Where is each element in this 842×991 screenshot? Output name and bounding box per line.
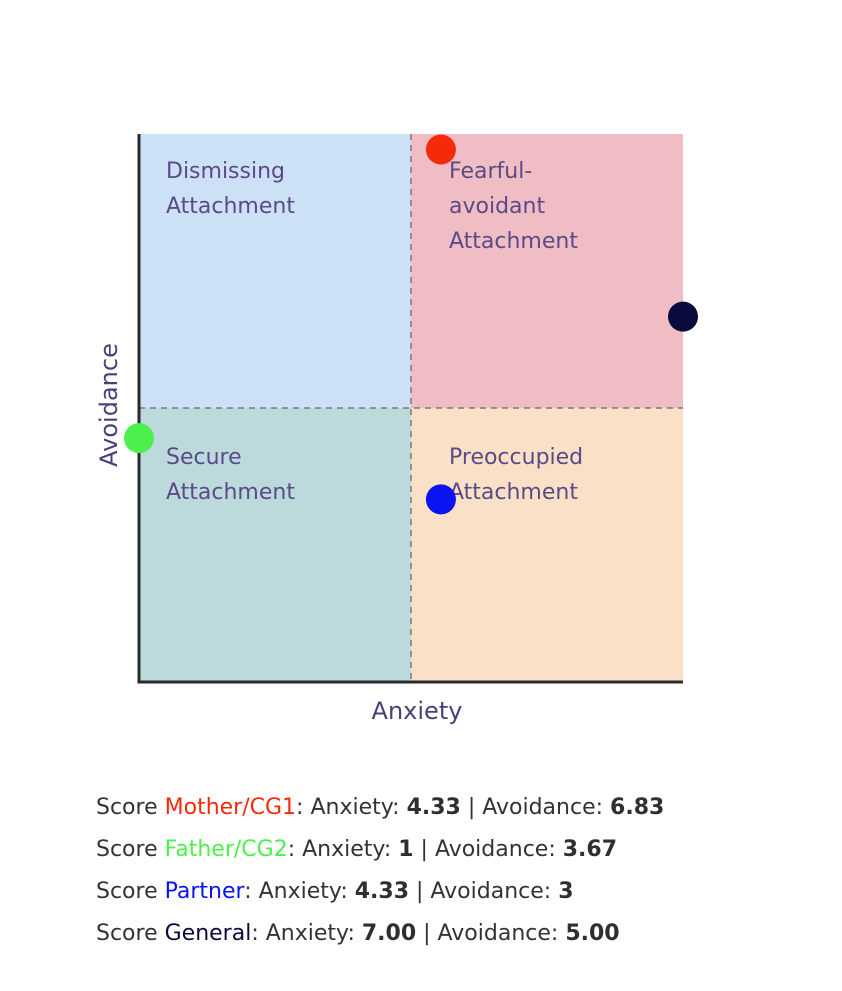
anxiety-label: : Anxiety: (251, 921, 362, 946)
avoidance-value: 6.83 (610, 795, 665, 820)
score-prefix: Score (96, 795, 165, 820)
anxiety-label: : Anxiety: (296, 795, 407, 820)
quadrant-label-fearful-avoidant: Fearful-avoidant Attachment (449, 159, 578, 254)
score-line-general: Score General: Anxiety: 7.00 | Avoidance… (96, 916, 664, 958)
point-mother-cg1 (425, 134, 456, 165)
quadrant-preoccupied (411, 408, 683, 682)
score-name-father: Father/CG2 (164, 837, 288, 862)
anxiety-value: 1 (398, 837, 414, 862)
score-line-mother: Score Mother/CG1: Anxiety: 4.33 | Avoida… (96, 790, 664, 832)
anxiety-value: 4.33 (406, 795, 461, 820)
attachment-quadrant-chart: Dismissing Attachment Fearful-avoidant Att… (95, 134, 698, 725)
avoidance-value: 5.00 (565, 921, 620, 946)
quadrant-label-line: avoidant (449, 194, 545, 219)
anxiety-value: 7.00 (361, 921, 417, 946)
quadrant-label-line: Attachment (166, 194, 295, 219)
quadrant-dismissing (139, 134, 411, 408)
score-prefix: Score (96, 921, 165, 946)
score-name-general: General (164, 921, 252, 946)
quadrant-label-line: Preoccupied (449, 445, 583, 470)
anxiety-value: 4.33 (354, 879, 409, 904)
y-axis-label: Avoidance (95, 343, 123, 467)
quadrant-label-line: Attachment (166, 480, 295, 505)
avoidance-label: | Avoidance: (409, 879, 559, 904)
score-name-mother: Mother/CG1 (164, 795, 297, 820)
quadrant-label-secure: Secure Attachment (166, 445, 295, 505)
avoidance-value: 3.67 (562, 837, 618, 862)
score-line-partner: Score Partner: Anxiety: 4.33 | Avoidance… (96, 874, 664, 916)
score-name-partner: Partner (164, 879, 245, 904)
quadrant-fearful-avoidant (411, 134, 683, 408)
quadrant-label-line: Secure (166, 445, 242, 470)
score-line-father: Score Father/CG2: Anxiety: 1 | Avoidance… (96, 832, 664, 874)
score-prefix: Score (96, 879, 165, 904)
anxiety-label: : Anxiety: (287, 837, 399, 862)
score-summary: Score Mother/CG1: Anxiety: 4.33 | Avoida… (96, 790, 664, 958)
quadrant-secure (139, 408, 411, 682)
x-axis-label: Anxiety (372, 697, 463, 725)
quadrant-label-preoccupied: Preoccupied Attachment (449, 445, 583, 505)
quadrant-label-dismissing: Dismissing Attachment (166, 159, 295, 219)
quadrant-label-line: Attachment (449, 480, 578, 505)
quadrant-label-line: Dismissing (166, 159, 285, 184)
data-points (124, 134, 698, 515)
point-general (668, 301, 698, 332)
avoidance-label: | Avoidance: (460, 795, 611, 820)
point-partner (425, 484, 456, 515)
score-prefix: Score (96, 837, 165, 862)
avoidance-label: | Avoidance: (416, 921, 566, 946)
avoidance-value: 3 (558, 879, 574, 904)
quadrant-label-line: Fearful- (449, 159, 532, 184)
avoidance-label: | Avoidance: (413, 837, 563, 862)
point-father-cg2 (124, 423, 154, 454)
quadrant-label-line: Attachment (449, 229, 578, 254)
anxiety-label: : Anxiety: (244, 879, 355, 904)
